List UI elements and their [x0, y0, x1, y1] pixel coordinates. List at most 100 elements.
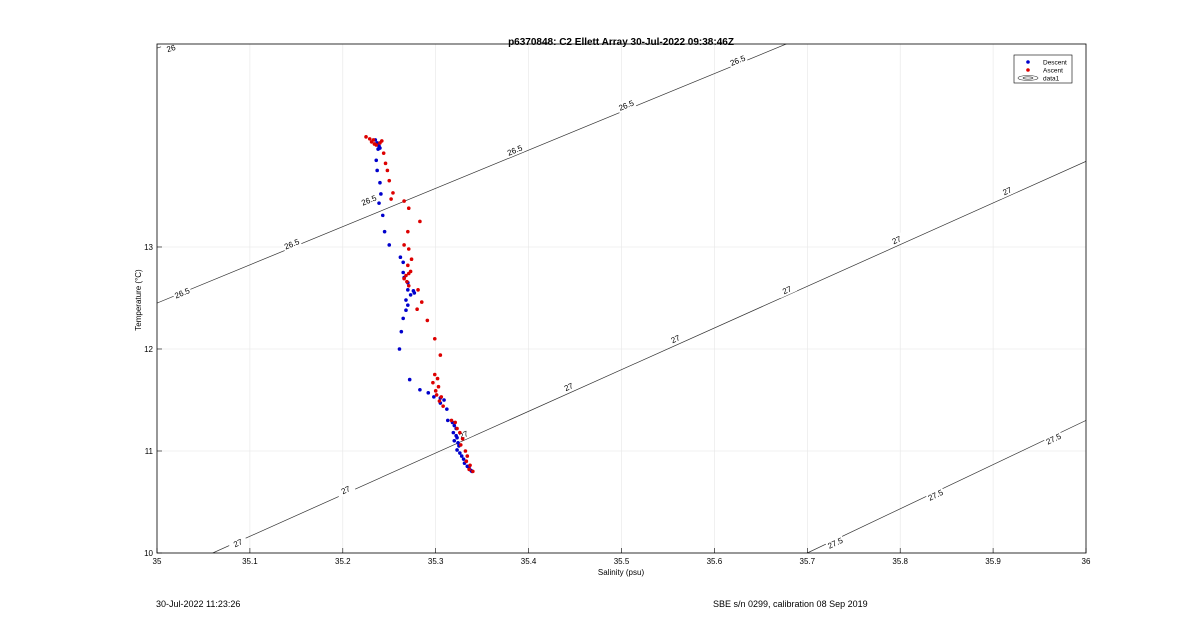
contour-label: 27	[1001, 185, 1013, 197]
descent-point	[404, 298, 408, 302]
ascent-point	[402, 243, 406, 247]
descent-point	[452, 423, 457, 428]
x-tick-label: 35.5	[614, 557, 630, 566]
descent-point	[455, 435, 459, 440]
ascent-point	[471, 469, 475, 474]
ascent-point	[383, 161, 388, 166]
ascent-point	[402, 199, 406, 203]
ascent-point	[439, 395, 444, 399]
ascent-point	[385, 168, 390, 173]
x-tick-label: 36	[1082, 557, 1091, 566]
descent-point	[374, 158, 379, 163]
ascent-point	[463, 449, 468, 453]
ascent-point	[460, 436, 465, 441]
x-tick-label: 35	[153, 557, 162, 566]
x-tick-label: 35.1	[242, 557, 258, 566]
ascent-point	[404, 273, 408, 278]
descent-point	[375, 168, 379, 173]
legend-label: data1	[1043, 76, 1060, 83]
descent-point	[404, 308, 408, 313]
ascent-point	[458, 443, 463, 447]
descent-point	[397, 347, 402, 351]
ascent-point	[458, 430, 462, 435]
ascent-point	[419, 300, 424, 304]
descent-point	[461, 457, 466, 461]
ascent-point	[425, 318, 430, 323]
ascent-point	[406, 263, 410, 268]
ascent-point	[364, 135, 368, 139]
descent-point	[412, 291, 417, 295]
descent-point	[459, 454, 464, 458]
ascent-point	[406, 229, 410, 234]
legend-marker	[1026, 60, 1030, 64]
contour-label-bg	[171, 284, 193, 301]
ascent-point	[409, 257, 414, 262]
ascent-point	[432, 336, 437, 341]
chart-title: p6370848: C2 Ellett Array 30-Jul-2022 09…	[508, 37, 734, 48]
descent-point	[407, 377, 412, 382]
x-tick-label: 35.2	[335, 557, 351, 566]
y-tick-label: 12	[144, 345, 153, 354]
legend-contour-icon	[1022, 76, 1034, 80]
descent-point	[406, 303, 410, 307]
ascent-point	[391, 191, 395, 195]
ascent-point	[437, 399, 442, 403]
ascent-point	[433, 389, 438, 393]
descent-point	[401, 316, 405, 321]
legend-box	[1013, 54, 1073, 84]
contour-label-bg	[281, 235, 302, 252]
contour-label: 27	[891, 234, 903, 246]
x-tick-label: 35.8	[892, 557, 908, 566]
descent-point	[432, 395, 436, 399]
descent-point	[379, 192, 383, 196]
descent-point	[418, 387, 422, 392]
ascent-point	[468, 463, 472, 468]
y-tick-label: 10	[144, 549, 153, 558]
x-tick-label: 35.3	[428, 557, 444, 566]
ascent-point	[406, 206, 411, 211]
ascent-point	[441, 404, 445, 408]
contour-label: 27	[232, 537, 244, 549]
descent-point	[378, 180, 382, 185]
x-tick-label: 35.4	[521, 557, 537, 566]
ascent-point	[405, 279, 409, 284]
ascent-point	[406, 247, 411, 251]
contour-label-bg	[925, 486, 946, 504]
descent-point	[401, 260, 405, 265]
descent-point	[445, 418, 450, 423]
y-tick-label: 13	[144, 243, 153, 252]
ascent-point	[369, 140, 374, 144]
contour-label-bg	[335, 481, 356, 499]
contour-label-bg	[824, 534, 846, 552]
contour-label-bg	[996, 182, 1018, 200]
contour-line	[212, 160, 1086, 553]
contour-label: 27	[781, 284, 793, 296]
ascent-point	[389, 197, 393, 201]
contour-label-bg	[727, 52, 748, 69]
ascent-point	[464, 459, 469, 463]
footer-timestamp: 30-Jul-2022 11:23:26	[156, 599, 241, 609]
descent-point	[458, 451, 462, 455]
y-axis-label: Temperature (°C)	[134, 269, 143, 331]
contour-label-bg	[558, 378, 579, 395]
ascent-point	[435, 376, 440, 381]
ascent-point	[416, 288, 420, 292]
contour-label-bg	[504, 142, 525, 159]
ascent-point	[434, 393, 439, 397]
x-axis-label: Salinity (psu)	[598, 568, 645, 577]
ascent-point	[381, 151, 386, 155]
descent-point	[398, 255, 403, 259]
ascent-point	[387, 178, 392, 183]
descent-point	[408, 293, 413, 297]
ascent-point	[380, 139, 384, 143]
ascent-point	[431, 380, 435, 385]
descent-point	[377, 201, 381, 205]
descent-point	[426, 391, 431, 395]
ascent-point	[432, 372, 437, 377]
contour-label-bg	[776, 281, 798, 299]
descent-point	[380, 213, 385, 218]
ascent-point	[406, 283, 411, 288]
ascent-point	[467, 467, 471, 472]
ascent-point	[402, 276, 406, 281]
contour-label: 26	[165, 43, 177, 54]
